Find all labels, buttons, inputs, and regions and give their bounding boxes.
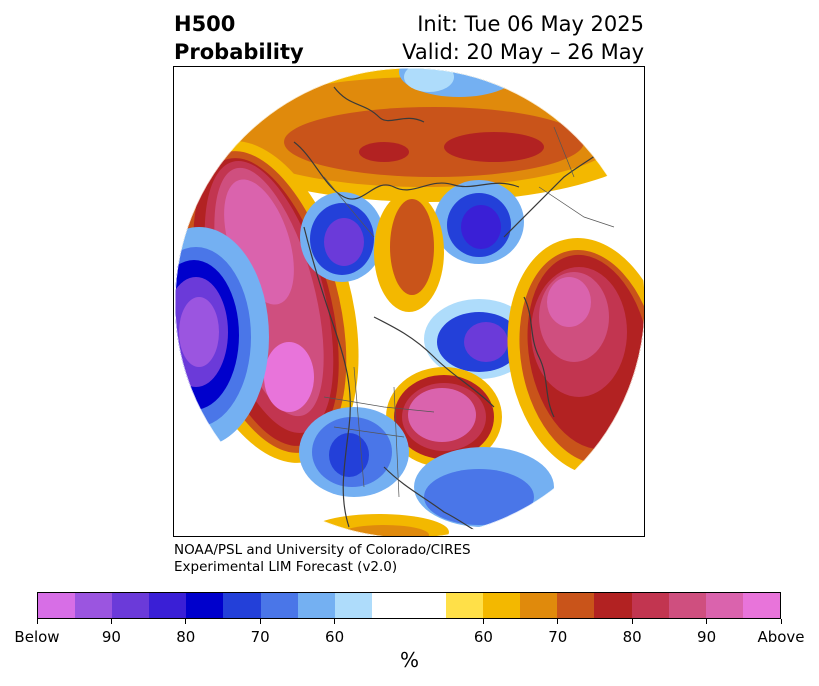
colorbar-swatch (297, 593, 335, 618)
colorbar-swatch (408, 593, 447, 618)
colorbar-tick-label: 60 (325, 628, 345, 646)
colorbar-swatch (223, 593, 261, 618)
colorbar-tick-mark (185, 619, 187, 624)
title-quantity: Probability (174, 40, 304, 64)
colorbar-swatch (186, 593, 224, 618)
colorbar-swatch (520, 593, 558, 618)
anomaly-central-below (300, 180, 534, 379)
init-date: Init: Tue 06 May 2025 (417, 12, 644, 36)
colorbar-swatch (75, 593, 113, 618)
anomaly-central-above (374, 192, 444, 312)
colorbar-swatch (38, 593, 76, 618)
political-borders (323, 126, 615, 498)
colorbar-swatch (112, 593, 150, 618)
credit-model: Experimental LIM Forecast (v2.0) (174, 559, 398, 575)
colorbar-tick-label: 70 (548, 628, 568, 646)
title-variable: H500 (174, 12, 236, 36)
colorbar-swatch (260, 593, 298, 618)
colorbar-tick-label: 60 (473, 628, 493, 646)
colorbar-swatch (149, 593, 187, 618)
colorbar-tick-mark (334, 619, 336, 624)
colorbar-tick-mark (259, 619, 261, 624)
colorbar-tick-mark (36, 619, 38, 624)
colorbar-unit-label: % (399, 648, 419, 672)
colorbar-swatch (334, 593, 372, 618)
anomaly-south-above (309, 514, 449, 536)
colorbar-swatch (557, 593, 595, 618)
colorbar-tick-label: 90 (101, 628, 121, 646)
probability-field (175, 68, 644, 536)
anomaly-conus-above (386, 367, 502, 467)
colorbar-tick-mark (706, 619, 708, 624)
colorbar-tick-mark (557, 619, 559, 624)
colorbar-tick-label: Below (14, 628, 60, 646)
colorbar-tick-mark (780, 619, 782, 624)
colorbar-swatch (371, 593, 409, 618)
colorbar-swatch (668, 593, 706, 618)
colorbar-tick-label: 80 (176, 628, 196, 646)
colorbar-tick-label: Above (757, 628, 805, 646)
probability-map (175, 68, 644, 536)
colorbar-swatch (483, 593, 521, 618)
credits: NOAA/PSL and University of Colorado/CIRE… (174, 542, 471, 576)
title-block: H500 Probability (174, 10, 304, 66)
colorbar-swatch (705, 593, 743, 618)
credit-org: NOAA/PSL and University of Colorado/CIRE… (174, 542, 471, 558)
colorbar-swatch (742, 593, 780, 618)
colorbar-tick-mark (482, 619, 484, 624)
coastlines (293, 86, 630, 536)
map-panel (173, 66, 645, 537)
colorbar-swatch (446, 593, 484, 618)
colorbar-swatch (631, 593, 669, 618)
anomaly-west-below (175, 227, 269, 447)
colorbar-tick-label: 70 (250, 628, 270, 646)
colorbar-tick-label: 80 (622, 628, 642, 646)
colorbar-tick-mark (110, 619, 112, 624)
anomaly-south-below (299, 407, 554, 527)
date-block: Init: Tue 06 May 2025 Valid: 20 May – 26… (402, 10, 644, 66)
colorbar-tick-label: 90 (697, 628, 717, 646)
colorbar-tick-mark (631, 619, 633, 624)
valid-range: Valid: 20 May – 26 May (402, 40, 644, 64)
colorbar (37, 592, 781, 619)
colorbar-swatch (594, 593, 632, 618)
